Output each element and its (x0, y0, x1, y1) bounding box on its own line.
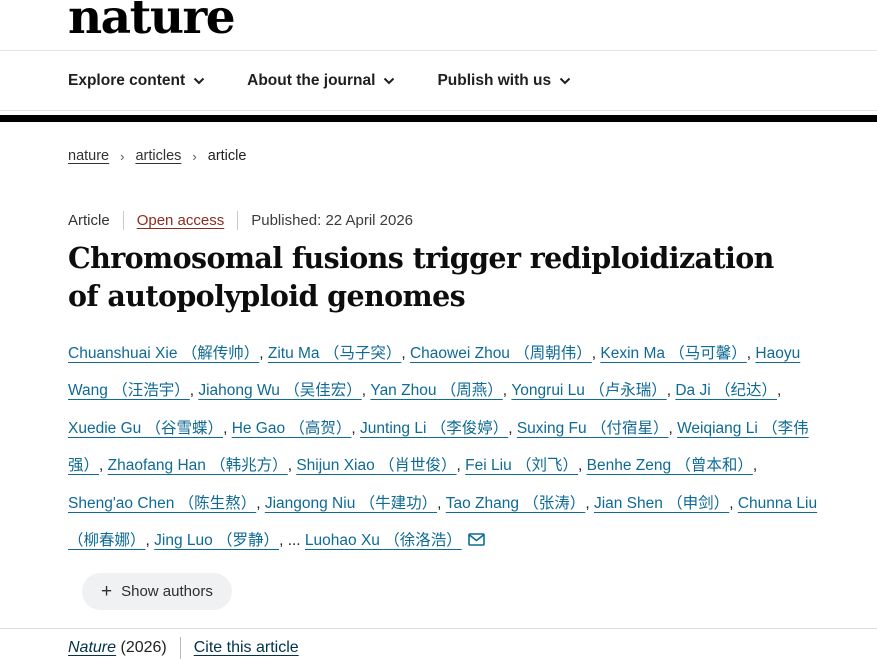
author-link[interactable]: Weiqiang Li （李伟强） (68, 419, 809, 475)
show-authors-button[interactable]: + Show authors (82, 572, 232, 610)
article-meta: Article Open access Published: 22 April … (68, 211, 877, 230)
open-access-link[interactable]: Open access (136, 212, 225, 229)
chevron-right-icon: › (192, 148, 197, 164)
author-link[interactable]: Yongrui Lu （卢永瑞） (511, 382, 667, 400)
author-link[interactable]: Sheng'ao Chen （陈生熬） (68, 494, 257, 512)
author-link[interactable]: Chunna Liu （柳春娜） (68, 494, 818, 550)
chevron-down-icon (383, 72, 395, 90)
author-link[interactable]: Tao Zhang （张涛） (445, 494, 586, 512)
author-list: Chuanshuai Xie （解传帅）, Zitu Ma （马子突）, Cha… (68, 344, 818, 550)
author-link[interactable]: Jiahong Wu （吴佳宏） (198, 382, 362, 400)
breadcrumb-nature[interactable]: nature (68, 148, 110, 164)
cite-this-article-link[interactable]: Cite this article (193, 638, 299, 656)
author-link[interactable]: Jian Shen （申剑） (593, 494, 730, 512)
meta-divider (122, 211, 124, 230)
author-list-paragraph: Chuanshuai Xie （解传帅）, Zitu Ma （马子突）, Cha… (68, 335, 820, 561)
main-nav: Explore content About the journal Publis… (0, 51, 877, 110)
journal-link[interactable]: Nature (68, 638, 117, 656)
article-title: Chromosomal fusions trigger rediploidiza… (68, 241, 774, 313)
plus-icon: + (101, 580, 113, 602)
author-link[interactable]: He Gao （高贺） (231, 419, 352, 437)
nav-explore-content[interactable]: Explore content (68, 72, 205, 90)
meta-divider (237, 211, 239, 230)
nav-item-label: Explore content (68, 72, 186, 89)
masthead: nature (0, 0, 877, 41)
author-link[interactable]: Jing Luo （罗静） (154, 532, 280, 550)
corresponding-author-link[interactable]: Luohao Xu （徐洛浩） (304, 532, 462, 550)
breadcrumb-article: article (207, 148, 247, 164)
nav-divider (0, 110, 877, 111)
author-link[interactable]: Xuedie Gu （谷雪蝶） (68, 419, 224, 437)
header-divider (0, 50, 877, 51)
author-link[interactable]: Fei Liu （刘飞） (465, 457, 579, 475)
author-link[interactable]: Chuanshuai Xie （解传帅） (68, 344, 260, 362)
author-link[interactable]: Jiangong Niu （牛建功） (264, 494, 438, 512)
author-link[interactable]: Junting Li （李俊婷） (360, 419, 509, 437)
journal-year: (2026) (120, 638, 167, 656)
nav-item-label: About the journal (247, 72, 376, 89)
nav-publish-with-us[interactable]: Publish with us (437, 72, 571, 90)
author-link[interactable]: Benhe Zeng （曾本和） (586, 457, 753, 475)
cite-divider (179, 636, 181, 659)
chevron-right-icon: › (120, 148, 125, 164)
author-link[interactable]: Suxing Fu （付宿星） (516, 419, 669, 437)
article-type-label: Article (68, 212, 110, 229)
author-link[interactable]: Kexin Ma （马可馨） (600, 344, 747, 362)
author-link[interactable]: Chaowei Zhou （周朝伟） (409, 344, 592, 362)
black-accent-bar (0, 115, 877, 122)
chevron-down-icon (193, 72, 205, 90)
author-link[interactable]: Haoyu Wang （汪浩宇） (68, 344, 801, 400)
author-link[interactable]: Zitu Ma （马子突） (267, 344, 402, 362)
breadcrumb: nature › articles › article (68, 148, 877, 164)
published-date: Published: 22 April 2026 (251, 212, 414, 229)
author-link[interactable]: Shijun Xiao （肖世俊） (296, 457, 457, 475)
show-authors-label: Show authors (121, 582, 213, 600)
email-icon[interactable] (467, 533, 485, 550)
nav-about-the-journal[interactable]: About the journal (247, 72, 395, 90)
breadcrumb-articles[interactable]: articles (135, 148, 182, 164)
author-link[interactable]: Yan Zhou （周燕） (370, 382, 503, 400)
author-link[interactable]: Zhaofang Han （韩兆方） (107, 457, 288, 475)
author-link[interactable]: Da Ji （纪达） (675, 382, 777, 400)
citation-line: Nature (2026) Cite this article (68, 636, 877, 659)
nav-item-label: Publish with us (437, 72, 552, 89)
bottom-divider (0, 628, 877, 629)
nature-logo[interactable]: nature (68, 0, 236, 45)
chevron-down-icon (559, 72, 571, 90)
